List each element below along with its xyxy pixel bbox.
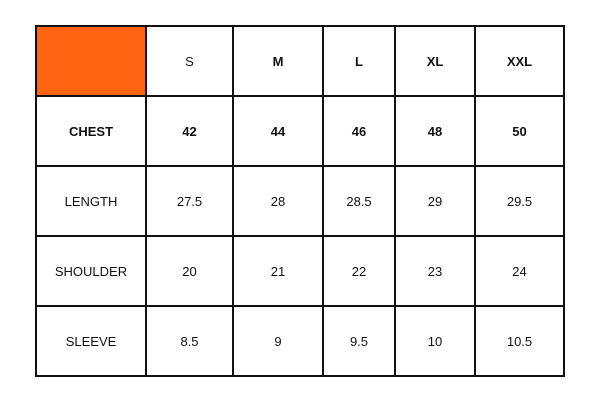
- table-row: CHEST 42 44 46 48 50: [35, 95, 565, 167]
- table-cell: 48: [394, 95, 476, 167]
- table-cell: 20: [145, 235, 234, 307]
- table-cell: 46: [322, 95, 396, 167]
- table-cell: 42: [145, 95, 234, 167]
- corner-cell: [35, 25, 147, 97]
- table-cell: 9.5: [322, 305, 396, 377]
- header-cell: XXL: [474, 25, 565, 97]
- table-cell: 29.5: [474, 165, 565, 237]
- table-row: SHOULDER 20 21 22 23 24: [35, 235, 565, 307]
- table-cell: 27.5: [145, 165, 234, 237]
- header-cell: XL: [394, 25, 476, 97]
- table-row: SLEEVE 8.5 9 9.5 10 10.5: [35, 305, 565, 377]
- table-cell: 29: [394, 165, 476, 237]
- header-cell: S: [145, 25, 234, 97]
- table-cell: 8.5: [145, 305, 234, 377]
- table-row: LENGTH 27.5 28 28.5 29 29.5: [35, 165, 565, 237]
- row-label: CHEST: [35, 95, 147, 167]
- row-label: LENGTH: [35, 165, 147, 237]
- header-cell: M: [232, 25, 324, 97]
- row-label: SLEEVE: [35, 305, 147, 377]
- table-cell: 44: [232, 95, 324, 167]
- table-cell: 9: [232, 305, 324, 377]
- header-cell: L: [322, 25, 396, 97]
- table-cell: 28: [232, 165, 324, 237]
- table-cell: 50: [474, 95, 565, 167]
- row-label: SHOULDER: [35, 235, 147, 307]
- table-cell: 21: [232, 235, 324, 307]
- table-cell: 22: [322, 235, 396, 307]
- size-chart-table: S M L XL XXL CHEST 42 44 46 48 50 LENGTH…: [35, 25, 565, 377]
- table-cell: 24: [474, 235, 565, 307]
- header-row: S M L XL XXL: [35, 25, 565, 97]
- table-cell: 10: [394, 305, 476, 377]
- table-cell: 10.5: [474, 305, 565, 377]
- table-cell: 28.5: [322, 165, 396, 237]
- table-cell: 23: [394, 235, 476, 307]
